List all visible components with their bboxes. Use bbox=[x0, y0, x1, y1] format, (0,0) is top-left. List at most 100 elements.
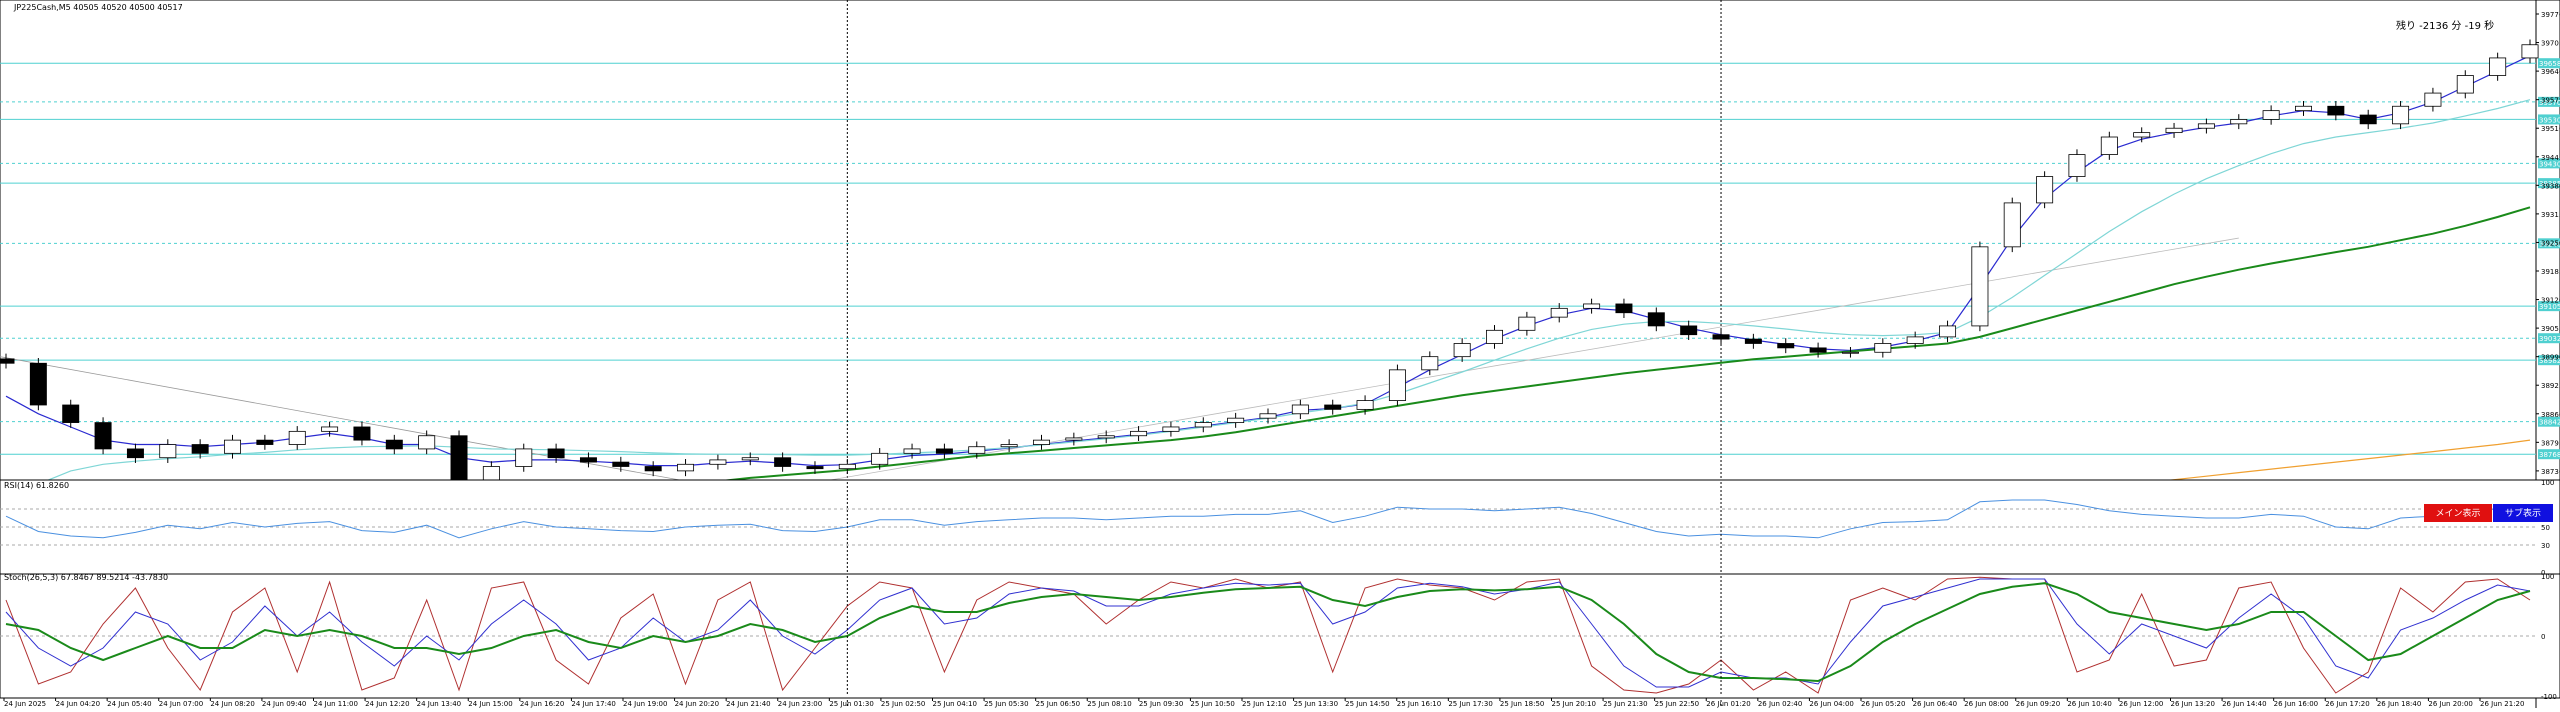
candle-body bbox=[1453, 343, 1471, 358]
candle-body bbox=[2359, 114, 2377, 125]
candle-body bbox=[1032, 439, 1050, 445]
main-display-button[interactable] bbox=[2424, 504, 2492, 522]
time-tick-label: 24 Jun 19:00 bbox=[623, 700, 667, 708]
time-tick-label: 26 Jun 13:20 bbox=[2171, 700, 2215, 708]
candle-body bbox=[968, 446, 986, 454]
time-tick-label: 26 Jun 06:40 bbox=[1913, 700, 1957, 708]
level-label: 38842 bbox=[2539, 419, 2560, 427]
candle-body bbox=[1841, 351, 1859, 354]
sub-display-label[interactable]: サブ表示 bbox=[2505, 507, 2541, 519]
time-tick-label: 25 Jun 14:50 bbox=[1345, 700, 1389, 708]
candle-body bbox=[1162, 426, 1180, 432]
candle-body bbox=[2197, 123, 2215, 129]
candle-body bbox=[1065, 437, 1083, 441]
time-tick-label: 25 Jun 04:10 bbox=[933, 700, 977, 708]
time-tick-label: 24 Jun 16:20 bbox=[520, 700, 564, 708]
stoch-title: Stoch(26,5,3) 67.8467 89.5214 -43.7830 bbox=[4, 573, 168, 582]
candle-body bbox=[741, 457, 759, 461]
candle-body bbox=[2424, 92, 2442, 107]
stoch-line-Slow bbox=[5, 582, 2531, 683]
candle-body bbox=[806, 466, 824, 470]
candle-body bbox=[1388, 369, 1406, 401]
rsi-tick-label: 50 bbox=[2541, 524, 2550, 532]
candle-body bbox=[838, 463, 856, 470]
level-tag bbox=[2538, 178, 2560, 189]
candle-body bbox=[1097, 435, 1115, 439]
level-label: 39570 bbox=[2539, 99, 2560, 107]
time-tick-label: 24 Jun 05:40 bbox=[107, 700, 151, 708]
candle-body bbox=[935, 448, 953, 454]
time-tick-label: 24 Jun 15:00 bbox=[468, 700, 512, 708]
candle-body bbox=[2036, 176, 2054, 204]
time-tick-label: 26 Jun 12:00 bbox=[2119, 700, 2163, 708]
time-tick-label: 26 Jun 18:40 bbox=[2377, 700, 2421, 708]
candle-body bbox=[1874, 343, 1892, 353]
price-tick-label: 39055 bbox=[2541, 325, 2560, 333]
time-tick-label: 26 Jun 01:20 bbox=[1706, 700, 1750, 708]
level-label: 39248 bbox=[2539, 240, 2560, 248]
candle-body bbox=[903, 448, 921, 454]
stoch-tick-label: 0 bbox=[2541, 633, 2545, 641]
price-tick-label: 39120 bbox=[2541, 297, 2560, 305]
level-label: 39385 bbox=[2539, 180, 2560, 188]
price-tick-label: 39185 bbox=[2541, 268, 2560, 276]
candle-body bbox=[1809, 347, 1827, 353]
main-display-label[interactable]: メイン表示 bbox=[2435, 507, 2480, 519]
time-axis: 24 Jun 2025 24 Jun 04:20 24 Jun 05:40 24 Ju… bbox=[3, 698, 2524, 708]
time-tick-label: 24 Jun 20:20 bbox=[675, 700, 719, 708]
time-tick-label: 26 Jun 21:20 bbox=[2480, 700, 2524, 708]
rsi-pane: 1007050300 bbox=[0, 479, 2560, 577]
candle-body bbox=[1000, 444, 1018, 448]
candle-body bbox=[191, 444, 209, 454]
candle-body bbox=[1130, 430, 1148, 437]
level-tag bbox=[2538, 355, 2560, 366]
rsi-tick-label: 100 bbox=[2541, 479, 2554, 487]
candle-body bbox=[515, 448, 533, 467]
time-tick-label: 25 Jun 17:30 bbox=[1448, 700, 1492, 708]
time-tick-label: 24 Jun 07:00 bbox=[159, 700, 203, 708]
candle-body bbox=[709, 459, 727, 465]
time-tick-label: 24 Jun 12:20 bbox=[365, 700, 409, 708]
candle-body bbox=[1421, 356, 1439, 371]
candle-body bbox=[2100, 136, 2118, 155]
candle-body bbox=[2456, 75, 2474, 94]
stoch-line-D bbox=[5, 578, 2531, 688]
rsi-title: RSI(14) 61.8260 bbox=[4, 481, 69, 490]
level-tag bbox=[2538, 238, 2560, 249]
level-tag bbox=[2538, 449, 2560, 460]
candle-body bbox=[2165, 127, 2183, 134]
level-tag bbox=[2538, 301, 2560, 312]
candle-body bbox=[2392, 105, 2410, 125]
candle-body bbox=[871, 452, 889, 465]
price-tick-label: 39640 bbox=[2541, 68, 2560, 76]
time-tick-label: 25 Jun 06:50 bbox=[1036, 700, 1080, 708]
time-tick-label: 26 Jun 10:40 bbox=[2067, 700, 2111, 708]
candle-body bbox=[1906, 336, 1924, 344]
candle-body bbox=[385, 439, 403, 450]
price-tick-label: 39770 bbox=[2541, 11, 2560, 19]
candle-body bbox=[2327, 105, 2345, 116]
candle-body bbox=[1324, 404, 1342, 410]
countdown-label: 残り -2136 分 -19 秒 bbox=[2396, 19, 2494, 32]
candle-body bbox=[321, 426, 339, 432]
candle-body bbox=[1194, 422, 1212, 428]
candle-body bbox=[612, 461, 630, 467]
level-label: 39105 bbox=[2539, 303, 2560, 311]
candle-body bbox=[2294, 105, 2312, 112]
candle-body bbox=[418, 435, 436, 450]
symbol-header: JP225Cash,M5 40505 40520 40500 40517 bbox=[13, 3, 183, 12]
level-label: 38768 bbox=[2539, 451, 2560, 459]
candle-body bbox=[774, 457, 792, 467]
candle-body bbox=[1356, 400, 1374, 410]
candle-body bbox=[288, 430, 306, 445]
level-tag bbox=[2538, 333, 2560, 344]
time-tick-label: 26 Jun 14:40 bbox=[2222, 700, 2266, 708]
time-tick-label: 25 Jun 20:10 bbox=[1552, 700, 1596, 708]
time-tick-label: 24 Jun 17:40 bbox=[571, 700, 615, 708]
candle-body bbox=[1259, 413, 1277, 419]
sub-display-button[interactable] bbox=[2493, 504, 2553, 522]
price-tick-label: 38795 bbox=[2541, 439, 2560, 447]
time-tick-label: 26 Jun 02:40 bbox=[1758, 700, 1802, 708]
price-tick-label: 38925 bbox=[2541, 382, 2560, 390]
